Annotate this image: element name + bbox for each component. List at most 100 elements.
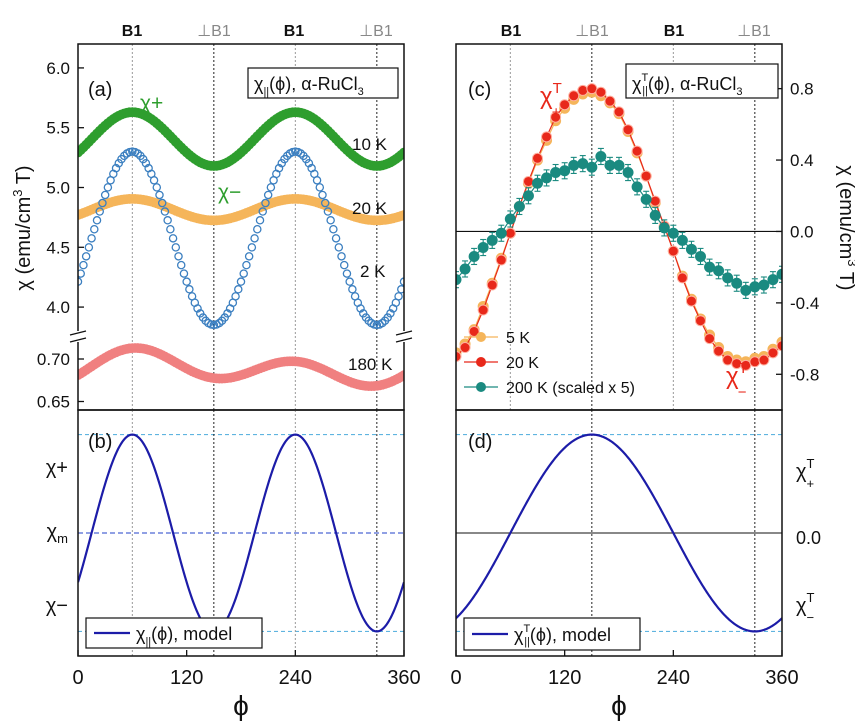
point xyxy=(329,225,338,234)
point xyxy=(695,315,706,327)
point xyxy=(320,198,330,208)
top-label-perp-b1-2: ⊥B1 xyxy=(359,23,393,40)
point xyxy=(168,234,178,243)
point xyxy=(685,295,697,307)
point xyxy=(255,216,265,225)
b-tick-chi-plus: χ+ xyxy=(46,457,68,479)
point xyxy=(776,268,782,280)
legend-a-sub3: 3 xyxy=(358,86,364,98)
point xyxy=(559,99,571,111)
label-2k: 2 K xyxy=(360,262,386,281)
panel-d-legend: χT ||(ϕ), model xyxy=(463,617,641,651)
point xyxy=(767,347,779,359)
chiT-minus-main: χ xyxy=(726,363,739,390)
point xyxy=(586,83,598,95)
point xyxy=(541,131,553,143)
ytick-label: 0.8 xyxy=(790,80,814,99)
y-label-left-pre: χ (emu/cm xyxy=(13,197,35,291)
point xyxy=(348,285,357,294)
ytick-label: 0.70 xyxy=(37,350,70,369)
xtick-label: 120 xyxy=(548,667,581,689)
point xyxy=(223,309,232,318)
annotation-chiT-minus: χT − xyxy=(726,360,748,401)
point xyxy=(160,207,170,216)
point xyxy=(334,243,344,252)
label-180k: 180 K xyxy=(348,355,393,374)
top-label-b1-2: B1 xyxy=(284,23,305,40)
top-labels-right: B1 ⊥B1 B1 ⊥B1 xyxy=(501,23,771,40)
chiT-plus-sup: T xyxy=(553,80,562,97)
point xyxy=(577,84,589,96)
point xyxy=(776,340,782,352)
ytick-label: -0.8 xyxy=(790,365,819,384)
point xyxy=(266,183,276,192)
xtick-label: 0 xyxy=(450,667,461,689)
legend-marker xyxy=(476,332,486,342)
point xyxy=(274,163,284,173)
y-label-right-pre: χ (emu/cm xyxy=(835,165,855,259)
point xyxy=(81,252,91,261)
point xyxy=(342,269,352,278)
model-curve xyxy=(78,433,404,633)
point xyxy=(152,183,162,192)
ytick-label: 4.0 xyxy=(46,298,70,317)
point xyxy=(179,269,189,278)
y-label-right-post: T) xyxy=(835,267,855,291)
point xyxy=(604,95,616,107)
top-label-perp-b1-3: ⊥B1 xyxy=(575,23,609,40)
b-tick-chi-minus: χ− xyxy=(46,595,68,617)
point xyxy=(250,234,259,243)
panel-a-yticks: 4.0 4.5 5.0 5.5 6.0 0.65 0.70 xyxy=(37,59,84,412)
panel-c-yticks: -0.8 -0.4 0.0 0.4 0.8 xyxy=(776,80,819,384)
annotation-chiT-plus: χT + xyxy=(540,80,562,121)
y-label-left-sup: 3 xyxy=(10,190,25,197)
point xyxy=(667,227,679,239)
d-tick-chiT-plus-sup: T xyxy=(807,456,815,471)
point xyxy=(87,234,96,243)
point xyxy=(595,86,607,98)
point xyxy=(166,225,175,234)
point xyxy=(98,198,107,208)
point xyxy=(234,285,243,294)
panel-b-curve xyxy=(78,433,404,633)
point xyxy=(174,252,183,261)
b-tick-chi-m-main: χ xyxy=(47,521,58,543)
legend-marker xyxy=(476,382,486,392)
point xyxy=(640,170,652,182)
legend-d-chi: χ xyxy=(514,625,524,645)
point xyxy=(323,207,333,216)
series-10k xyxy=(78,107,404,171)
series-1 xyxy=(456,83,782,371)
legend-a-chi: χ xyxy=(254,74,264,94)
y-label-right-sup: 3 xyxy=(845,259,855,266)
point xyxy=(244,252,254,261)
legend-label: 5 K xyxy=(506,330,530,347)
point xyxy=(749,281,761,293)
point xyxy=(704,333,716,345)
top-label-b1-4: B1 xyxy=(664,23,685,40)
point xyxy=(141,158,151,168)
panel-c-label: (c) xyxy=(468,79,491,101)
svg-text:χT||(ϕ), model: χT ||(ϕ), model xyxy=(514,623,611,648)
y-label-left-post: T) xyxy=(13,165,35,189)
top-label-b1-1: B1 xyxy=(122,23,143,40)
point xyxy=(504,213,516,225)
point xyxy=(568,90,580,102)
panel-d-vlines xyxy=(591,410,756,656)
series-2 xyxy=(456,147,782,299)
point xyxy=(215,318,224,328)
legend-d-sub: || xyxy=(524,636,530,648)
svg-text:χ||(ϕ), α-RuCl3: χ||(ϕ), α-RuCl3 xyxy=(254,74,364,98)
point xyxy=(163,216,172,225)
panel-a-series xyxy=(78,107,404,392)
point xyxy=(133,149,143,158)
point xyxy=(532,177,543,189)
svg-text:χT||(ϕ), α-RuCl3: χT ||(ϕ), α-RuCl3 xyxy=(632,72,743,98)
legend-marker xyxy=(476,357,486,367)
point xyxy=(622,167,634,179)
point xyxy=(713,345,725,357)
point xyxy=(495,254,507,266)
legend-b-text: (ϕ), model xyxy=(151,624,232,644)
ytick-label: 0.4 xyxy=(790,151,814,170)
